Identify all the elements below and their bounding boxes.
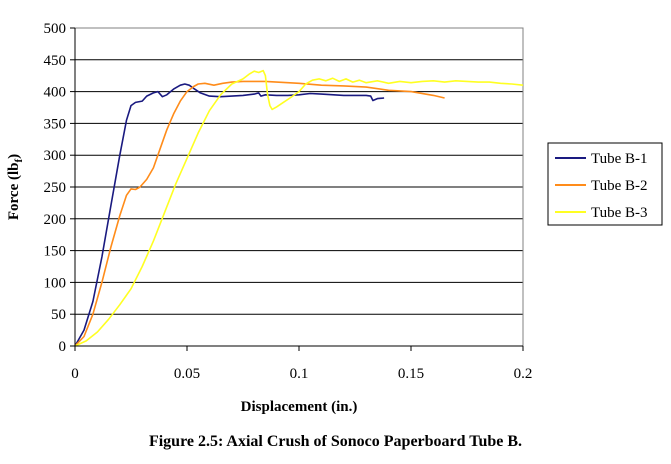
gridlines [75,27,523,315]
x-tick-label: 0.15 [398,366,424,382]
y-tick-label: 250 [44,180,67,196]
x-tick-label: 0.1 [290,366,309,382]
y-tick-label: 200 [44,212,67,228]
series-line-3 [74,69,524,347]
y-axis-ticks: 0 50 100 150 200 250 300 350 400 450 500 [44,21,75,355]
legend-label: Tube B-3 [591,205,648,221]
y-tick-label: 400 [44,85,67,101]
line-chart: 0 0.05 0.1 0.15 0.2 0 50 100 150 200 250 300 350 400… [6,21,663,415]
y-tick-label: 50 [51,307,66,323]
y-tick-label: 500 [44,21,67,37]
legend: Tube B-1 Tube B-2 Tube B-3 [547,142,663,226]
figure-caption: Figure 2.5: Axial Crush of Sonoco Paperb… [148,433,523,450]
legend-label: Tube B-2 [591,178,648,194]
y-tick-label: 300 [44,148,67,164]
y-axis-title: Force (lbf) [6,154,25,220]
y-tick-label: 350 [44,116,67,132]
series-line-2 [74,80,445,347]
x-tick-label: 0.2 [514,366,533,382]
y-axis-title-close: ) [6,154,22,159]
y-axis-title-subscript: f [13,159,25,163]
legend-items: Tube B-1 Tube B-2 Tube B-3 [555,151,648,221]
x-axis-ticks: 0 0.05 0.1 0.15 0.2 [71,346,532,382]
y-tick-label: 150 [44,244,67,260]
y-tick-label: 0 [59,339,67,355]
x-tick-label: 0 [71,366,79,382]
y-tick-label: 450 [44,53,67,69]
x-tick-label: 0.05 [174,366,200,382]
series-lines [74,69,524,347]
series-line-1 [74,83,385,347]
y-tick-label: 100 [44,275,67,291]
y-axis-title-main: Force (lb [6,163,22,221]
legend-label: Tube B-1 [591,151,648,167]
x-axis-title: Displacement (in.) [241,399,358,415]
